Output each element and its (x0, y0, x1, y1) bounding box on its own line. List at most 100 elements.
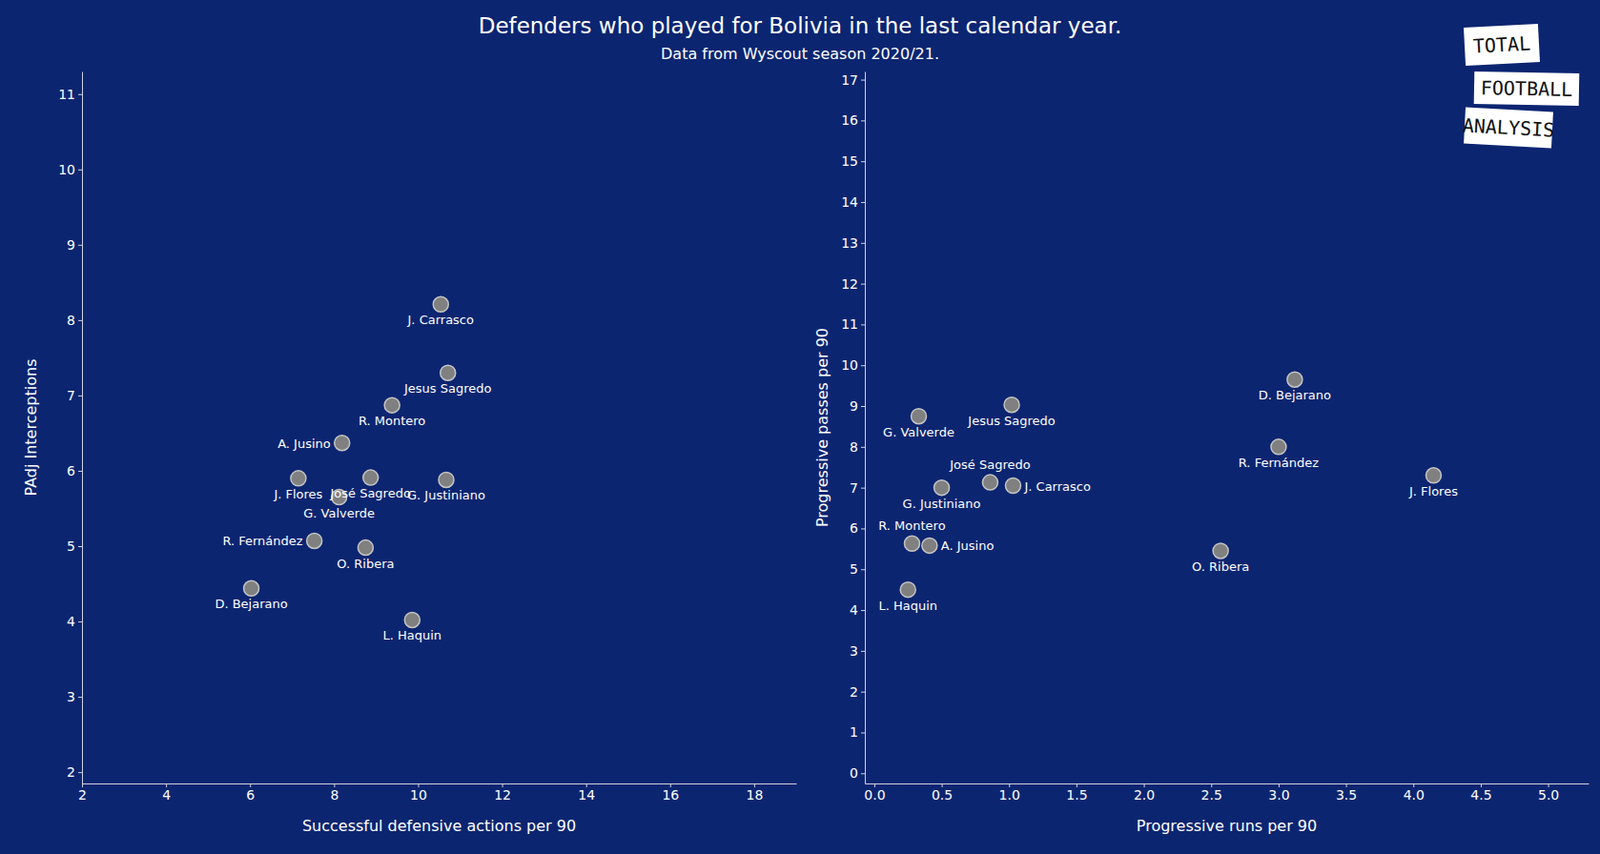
point-label: D. Bejarano (1258, 388, 1332, 403)
point (922, 537, 938, 554)
subtitle: Data from Wyscout season 2020/21. (660, 44, 940, 63)
tick-label: 8 (66, 312, 76, 329)
tick-label: 16 (841, 112, 859, 128)
y-axis: 234567891011 (58, 72, 83, 785)
axis-line (864, 72, 866, 785)
tick-label: 10 (841, 357, 859, 373)
tick-label: 7 (849, 480, 859, 496)
tick-mark (861, 569, 865, 571)
tick-label: 6 (66, 463, 76, 479)
tick: 8 (329, 783, 339, 803)
logo-text: ANALYSIS (1461, 113, 1555, 142)
points (900, 371, 1441, 597)
point-label: L. Haquin (383, 628, 443, 643)
point-label: G. Justiniano (902, 496, 982, 512)
logo-bg (1463, 23, 1540, 66)
tick: 14 (841, 194, 865, 210)
tick-mark (861, 365, 865, 367)
tick-mark (861, 447, 865, 449)
point-label: J. Flores (1408, 484, 1458, 499)
background (0, 0, 1600, 854)
tick-label: 14 (577, 787, 595, 803)
tick-mark (78, 320, 83, 322)
point-label: O. Ribera (336, 556, 394, 572)
tick-mark (861, 80, 865, 82)
tick-mark (861, 243, 865, 245)
tick-mark (861, 651, 865, 653)
tick: 14 (577, 783, 595, 803)
point-label: R. Montero (358, 413, 426, 429)
point (357, 540, 373, 556)
point-label: J. Carrasco (407, 312, 474, 328)
tick-mark (861, 324, 865, 326)
tick: 3.0 (1268, 783, 1290, 803)
point-label: D. Bejarano (214, 596, 288, 612)
point (934, 480, 950, 496)
point (900, 582, 916, 598)
tick-mark (78, 546, 83, 548)
tick: 7 (66, 388, 83, 404)
point-label: A. Jusino (277, 436, 331, 452)
tick: 18 (746, 783, 764, 803)
tick-label: 2.5 (1201, 787, 1223, 803)
tick-label: 4 (66, 614, 76, 630)
tick-label: 8 (849, 439, 859, 455)
tick-label: 4 (162, 787, 171, 803)
tick: 1 (849, 724, 865, 740)
tick-label: 1.0 (999, 787, 1021, 803)
point (440, 365, 456, 381)
point-label: A. Jusino (941, 538, 995, 554)
tick-label: 2 (78, 787, 87, 803)
tick-mark (861, 692, 865, 694)
y-axis-title: PAdj Interceptions (21, 359, 41, 497)
tick-label: 3.0 (1268, 787, 1290, 803)
point-label: G. Valverde (303, 506, 375, 521)
tick: 6 (246, 783, 255, 803)
logo-box: ANALYSIS (1461, 107, 1556, 149)
point (384, 397, 400, 413)
tick: 4 (66, 614, 83, 630)
point (290, 471, 307, 487)
tick: 5.0 (1538, 783, 1559, 803)
point-label: J. Flores (272, 487, 323, 502)
tick-label: 2 (66, 764, 76, 780)
tick: 5 (66, 538, 83, 554)
tick-mark (78, 94, 83, 96)
tick: 3 (66, 689, 83, 705)
tick-mark (78, 395, 83, 397)
tick-label: 16 (661, 787, 679, 803)
point (363, 470, 379, 486)
tick-label: 8 (329, 787, 339, 803)
tick-label: 4.5 (1470, 787, 1492, 803)
tick-label: 11 (841, 316, 859, 332)
tick-label: 2.0 (1133, 787, 1155, 803)
title: Defenders who played for Bolivia in the … (478, 13, 1123, 39)
tick-mark (861, 610, 865, 612)
tick: 4 (162, 783, 171, 803)
tick-mark (78, 169, 83, 171)
point (438, 471, 454, 488)
tick-label: 3 (849, 643, 859, 659)
tick: 9 (66, 237, 83, 253)
axis-line (82, 72, 83, 785)
tick: 5 (849, 561, 865, 577)
chart-root: Defenders who played for Bolivia in the … (0, 0, 1600, 854)
tick-label: 6 (246, 787, 255, 803)
tick: 1.5 (1066, 783, 1088, 803)
tick: 2 (849, 684, 865, 700)
tick: 2.0 (1133, 783, 1155, 803)
tick: 11 (841, 316, 865, 332)
tick: 4 (849, 602, 865, 618)
tick-mark (861, 161, 865, 163)
tick-mark (78, 471, 83, 472)
tick: 2 (66, 764, 83, 780)
point-label: José Sagredo (948, 457, 1030, 472)
tick-mark (861, 120, 865, 122)
tick-label: 7 (66, 388, 76, 404)
point-label: R. Montero (878, 518, 945, 534)
tick-label: 17 (841, 72, 859, 88)
axis-line (865, 783, 1590, 785)
point (903, 535, 920, 552)
tick-label: 14 (841, 194, 859, 210)
tick: 16 (841, 112, 865, 128)
